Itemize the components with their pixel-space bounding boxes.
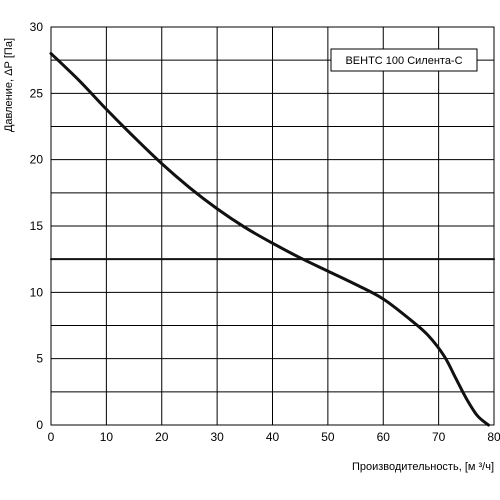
y-axis-label: Давление, ΔР [Па] [3, 38, 15, 132]
fan-curve-line [49, 52, 490, 427]
x-tick-label: 20 [155, 430, 169, 444]
x-axis-label: Производительность, [м ³/ч] [352, 461, 494, 473]
y-tick-labels: 0 5 10 15 20 25 30 [30, 20, 44, 432]
y-tick-label: 10 [30, 285, 44, 299]
y-tick-label: 30 [30, 20, 44, 34]
plot-frame [50, 26, 495, 426]
y-tick-label: 25 [30, 86, 44, 100]
x-tick-label: 80 [487, 430, 500, 444]
y-tick-label: 5 [36, 352, 43, 366]
x-tick-label: 30 [210, 430, 224, 444]
series-layer [49, 52, 495, 427]
y-tick-label: 0 [36, 418, 43, 432]
x-tick-label: 40 [266, 430, 280, 444]
legend: ВЕНТС 100 Силента-С [330, 48, 478, 72]
x-tick-labels: 0 10 20 30 40 50 60 70 80 [48, 430, 500, 444]
x-tick-label: 10 [100, 430, 114, 444]
y-tick-label: 20 [30, 153, 44, 167]
x-tick-label: 50 [321, 430, 335, 444]
legend-box [330, 48, 478, 72]
y-tick-label: 15 [30, 219, 44, 233]
x-tick-label: 70 [432, 430, 446, 444]
x-tick-label: 60 [377, 430, 391, 444]
x-tick-label: 0 [48, 430, 55, 444]
legend-label: ВЕНТС 100 Силента-С [345, 55, 462, 67]
